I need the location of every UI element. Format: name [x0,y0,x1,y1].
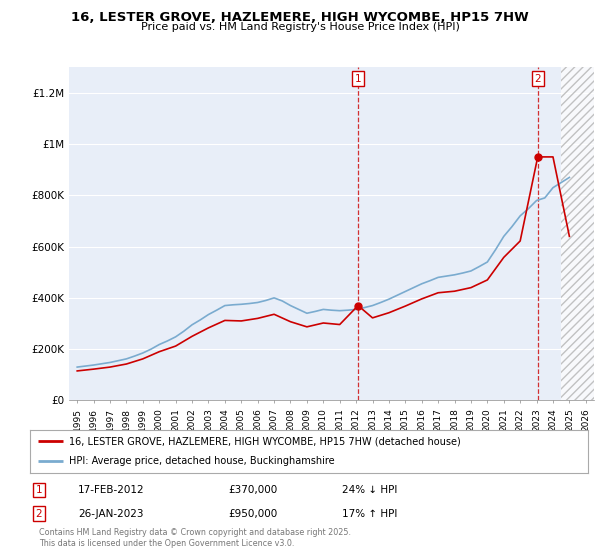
Text: 2: 2 [35,508,43,519]
Text: Contains HM Land Registry data © Crown copyright and database right 2025.
This d: Contains HM Land Registry data © Crown c… [39,528,351,548]
Text: 26-JAN-2023: 26-JAN-2023 [78,508,143,519]
Bar [561,67,594,400]
Text: 17% ↑ HPI: 17% ↑ HPI [342,508,397,519]
Text: 1: 1 [35,485,43,495]
Text: Price paid vs. HM Land Registry's House Price Index (HPI): Price paid vs. HM Land Registry's House … [140,22,460,32]
Text: £950,000: £950,000 [228,508,277,519]
Text: 16, LESTER GROVE, HAZLEMERE, HIGH WYCOMBE, HP15 7HW: 16, LESTER GROVE, HAZLEMERE, HIGH WYCOMB… [71,11,529,24]
Text: 16, LESTER GROVE, HAZLEMERE, HIGH WYCOMBE, HP15 7HW (detached house): 16, LESTER GROVE, HAZLEMERE, HIGH WYCOMB… [69,436,461,446]
Text: 24% ↓ HPI: 24% ↓ HPI [342,485,397,495]
Text: £370,000: £370,000 [228,485,277,495]
Text: HPI: Average price, detached house, Buckinghamshire: HPI: Average price, detached house, Buck… [69,456,335,466]
Text: 1: 1 [355,74,361,84]
Text: 17-FEB-2012: 17-FEB-2012 [78,485,145,495]
Text: 2: 2 [535,74,541,84]
